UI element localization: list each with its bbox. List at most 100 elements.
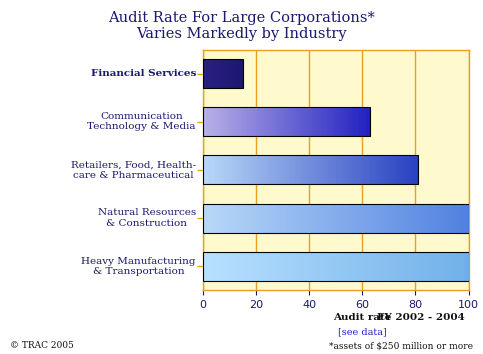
Bar (249, 204, 252, 233)
Bar (324, 107, 326, 136)
Bar (309, 155, 311, 184)
Bar (411, 252, 413, 281)
Bar (418, 252, 420, 281)
Bar (368, 107, 369, 136)
Bar (377, 155, 379, 184)
Bar (300, 204, 302, 233)
Bar (223, 155, 225, 184)
Bar (289, 204, 291, 233)
Bar (398, 204, 400, 233)
Bar (327, 155, 328, 184)
Bar (277, 107, 278, 136)
Bar (338, 252, 340, 281)
Bar (420, 204, 422, 233)
Bar (382, 204, 384, 233)
Bar (321, 155, 323, 184)
Bar (305, 252, 307, 281)
Bar (338, 107, 340, 136)
Bar (270, 204, 271, 233)
Bar (286, 107, 288, 136)
Bar (280, 155, 282, 184)
Bar (305, 107, 306, 136)
Bar (249, 252, 252, 281)
Bar (320, 204, 323, 233)
Bar (317, 107, 319, 136)
Bar (344, 252, 347, 281)
Bar (323, 204, 325, 233)
Bar (360, 204, 362, 233)
Bar (409, 155, 411, 184)
Text: Natural Resources
& Construction: Natural Resources & Construction (98, 209, 196, 228)
Bar (206, 107, 207, 136)
Bar (270, 252, 271, 281)
Bar (396, 204, 398, 233)
Bar (241, 252, 242, 281)
Bar (319, 107, 320, 136)
Bar (438, 204, 440, 233)
Bar (347, 252, 349, 281)
Bar (349, 252, 351, 281)
Bar (342, 204, 344, 233)
Text: [see data]: [see data] (338, 327, 386, 336)
Bar (210, 155, 212, 184)
Bar (318, 155, 319, 184)
Bar (351, 204, 354, 233)
Bar (264, 107, 266, 136)
Bar (407, 155, 409, 184)
Bar (296, 204, 298, 233)
Bar (225, 204, 227, 233)
Bar (260, 155, 262, 184)
Bar (242, 155, 244, 184)
Bar (312, 204, 313, 233)
Bar (305, 155, 307, 184)
Bar (416, 155, 418, 184)
Bar (233, 155, 235, 184)
Bar (462, 252, 464, 281)
Bar (236, 252, 238, 281)
Bar (263, 204, 265, 233)
Bar (420, 252, 422, 281)
Bar (431, 252, 433, 281)
Bar (330, 107, 331, 136)
Bar (245, 107, 246, 136)
Bar (337, 107, 338, 136)
Bar (331, 107, 333, 136)
Bar (296, 155, 298, 184)
Bar (366, 107, 368, 136)
Bar (402, 204, 404, 233)
Bar (218, 107, 220, 136)
Bar (356, 107, 358, 136)
Bar (342, 107, 344, 136)
Bar (384, 252, 386, 281)
Bar (398, 155, 400, 184)
Bar (397, 155, 398, 184)
Bar (334, 155, 336, 184)
Bar (424, 252, 426, 281)
Bar (242, 252, 245, 281)
Bar (212, 252, 214, 281)
Bar (221, 204, 223, 233)
Bar (232, 252, 234, 281)
Bar (271, 155, 273, 184)
Bar (379, 155, 381, 184)
Bar (386, 204, 389, 233)
Bar (267, 204, 270, 233)
Bar (278, 252, 280, 281)
Bar (455, 252, 457, 281)
Bar (367, 252, 369, 281)
Bar (242, 107, 243, 136)
Bar (325, 204, 327, 233)
Bar (313, 252, 316, 281)
Bar (389, 155, 391, 184)
Bar (302, 204, 305, 233)
Bar (325, 155, 327, 184)
Bar (457, 252, 460, 281)
Bar (203, 204, 469, 233)
Bar (207, 204, 210, 233)
Bar (404, 204, 407, 233)
Bar (426, 252, 429, 281)
Bar (440, 204, 442, 233)
Bar (258, 155, 260, 184)
Bar (223, 204, 225, 233)
Bar (351, 252, 354, 281)
